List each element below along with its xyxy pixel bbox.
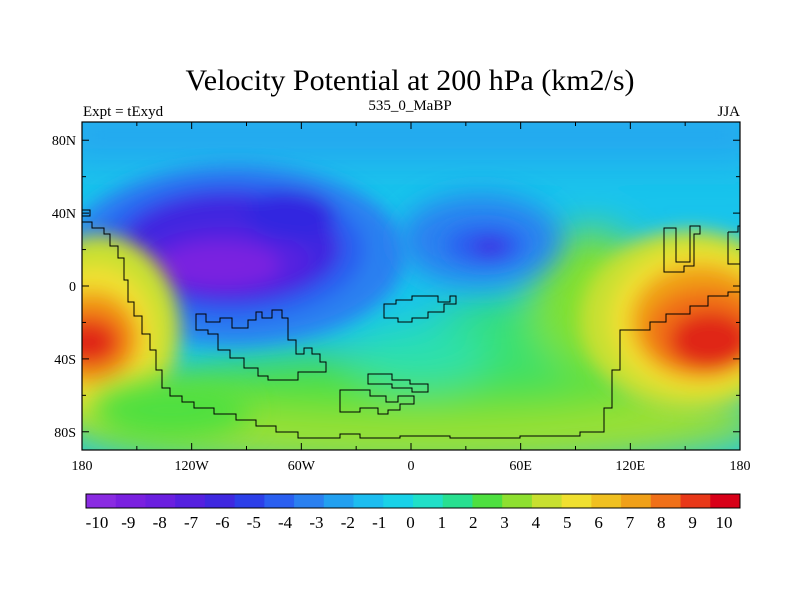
y-tick-label: 0 — [69, 280, 76, 295]
colorbar-label: 10 — [716, 513, 733, 532]
coastlines — [82, 209, 740, 439]
colorbar-swatch — [502, 494, 533, 508]
colorbar-label: -2 — [341, 513, 355, 532]
coastline-east-edge — [727, 225, 740, 265]
colorbar-swatch — [413, 494, 444, 508]
coastline-west-continent — [82, 221, 740, 439]
colorbar-swatch — [621, 494, 652, 508]
colorbar-label: -10 — [86, 513, 109, 532]
colorbar-label: 1 — [438, 513, 447, 532]
y-tick-label: 80S — [54, 426, 76, 441]
colorbar-swatch — [115, 494, 146, 508]
x-tick-label: 120W — [175, 459, 210, 474]
colorbar-label: -1 — [372, 513, 386, 532]
x-tick-label: 0 — [408, 459, 415, 474]
experiment-label: Expt = tExyd — [83, 104, 164, 120]
colorbar-swatch — [591, 494, 622, 508]
colorbar-label: -4 — [278, 513, 293, 532]
colorbar-swatch — [561, 494, 592, 508]
colorbar-label: 9 — [688, 513, 697, 532]
y-tick-label: 40N — [52, 207, 76, 222]
x-tick-label: 180 — [72, 459, 93, 474]
colorbar-label: 2 — [469, 513, 478, 532]
colorbar-label: 3 — [500, 513, 509, 532]
field-pacific-east-green — [90, 380, 250, 440]
colorbar-swatch — [710, 494, 741, 508]
x-tick-label: 120E — [616, 459, 646, 474]
period-label: 535_0_MaBP — [368, 98, 451, 114]
figure-title: Velocity Potential at 200 hPa (km2/s) — [185, 64, 634, 97]
x-tick-label: 60E — [509, 459, 532, 474]
y-tick-label: 80N — [52, 134, 76, 149]
colorbar-swatch — [86, 494, 117, 508]
coastline-south-island-2 — [367, 373, 429, 393]
colorbar-swatch — [264, 494, 295, 508]
colorbar-swatch — [680, 494, 711, 508]
coastline-north-peninsula — [663, 225, 701, 273]
colorbar-swatch — [175, 494, 206, 508]
colorbar-swatch — [145, 494, 176, 508]
field-band-north — [82, 122, 740, 160]
maximum-east-core — [670, 312, 740, 368]
colorbar-swatch — [353, 494, 384, 508]
y-tick-label: 40S — [54, 353, 76, 368]
x-tick-label: 180 — [730, 459, 751, 474]
colorbar-swatch — [383, 494, 414, 508]
minimum-east-core — [472, 239, 508, 255]
colorbar-label: 8 — [657, 513, 666, 532]
colorbar-swatch — [204, 494, 236, 508]
minimum-west-lobe — [245, 190, 335, 240]
colorbar: -10 -9 -8 -7 -6 -5 -4 -3 -2 -1 0 1 2 3 4 5 6 7 8 9 10 — [85, 493, 741, 532]
colorbar-label: 0 — [406, 513, 415, 532]
field-band-atlantic — [350, 325, 490, 385]
colorbar-label: 6 — [594, 513, 603, 532]
colorbar-frame — [85, 493, 741, 509]
coastline-east-continent — [383, 295, 457, 323]
colorbar-label: -8 — [153, 513, 167, 532]
maximum-west-edge-core — [82, 322, 116, 362]
minimum-west-core — [160, 243, 280, 287]
colorbar-label: -5 — [247, 513, 261, 532]
x-tick-label: 60W — [288, 459, 316, 474]
shaded-field — [82, 122, 740, 450]
colorbar-label: -9 — [121, 513, 135, 532]
colorbar-swatch — [650, 494, 681, 508]
colorbar-label: -6 — [215, 513, 229, 532]
colorbar-swatch — [472, 494, 503, 508]
coastline-central-continent — [195, 309, 327, 381]
coastline-west-edge-north — [82, 209, 91, 217]
season-label: JJA — [717, 104, 740, 120]
colorbar-swatch — [294, 494, 325, 508]
colorbar-swatch — [323, 494, 354, 508]
coastline-south-island — [339, 389, 415, 415]
colorbar-swatch — [442, 494, 473, 508]
axis-ticks: 180 120W 60W 0 60E 120E 180 80N 40N 0 40S 80S — [52, 122, 751, 474]
colorbar-label: -3 — [309, 513, 323, 532]
colorbar-label: 7 — [626, 513, 635, 532]
colorbar-swatch — [531, 494, 563, 508]
colorbar-swatch — [234, 494, 265, 508]
colorbar-label: 4 — [532, 513, 541, 532]
colorbar-label: -7 — [184, 513, 199, 532]
colorbar-label: 5 — [563, 513, 572, 532]
